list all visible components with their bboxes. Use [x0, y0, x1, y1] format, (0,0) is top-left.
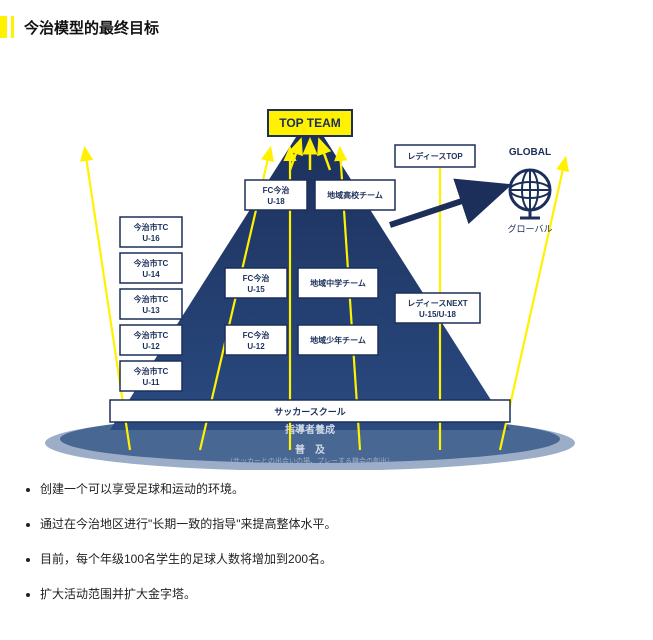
- bullet-item: 目前，每个年级100名学生的足球人数将增加到200名。: [40, 550, 623, 567]
- node-tc-u16-label2: U-16: [142, 234, 160, 243]
- node-fc-u18-label2: U-18: [267, 197, 285, 206]
- node-tc-u13-label2: U-13: [142, 306, 160, 315]
- node-ladies-top-label: レディースTOP: [407, 151, 463, 161]
- node-tc-u14-label2: U-14: [142, 270, 160, 279]
- node-top-team-label: TOP TEAM: [279, 116, 341, 130]
- node-fc-u15-label2: U-15: [247, 285, 265, 294]
- node-tc-u11-label2: U-11: [143, 378, 160, 387]
- bullet-item: 扩大活动范围并扩大金字塔。: [40, 585, 623, 602]
- node-ladies-next-label1: レディースNEXT: [407, 298, 467, 308]
- node-tc-u12-label2: U-12: [142, 342, 160, 351]
- band-spread-sub: （サッカーとの出会いの場、プレーする機会の創出）: [226, 456, 394, 465]
- node-tc-u13-label1: 今治市TC: [133, 294, 169, 304]
- node-soccer-school-label: サッカースクール: [274, 407, 346, 417]
- node-region-ms-label: 地域中学チーム: [310, 278, 366, 288]
- node-tc-u14-label1: 今治市TC: [133, 258, 169, 268]
- node-fc-u12-label2: U-12: [247, 342, 265, 351]
- global-label: GLOBAL: [509, 147, 551, 158]
- node-fc-u12-label1: FC今治: [243, 330, 270, 340]
- global-arrow: [390, 190, 495, 225]
- node-fc-u18-label1: FC今治: [263, 185, 290, 195]
- node-fc-u15-label1: FC今治: [243, 273, 270, 283]
- accent-bar: [0, 16, 7, 38]
- bullet-item: 通过在今治地区进行"长期一致的指导"来提高整体水平。: [40, 515, 623, 532]
- node-ladies-next-label2: U-15/U-18: [419, 310, 456, 319]
- node-tc-u11-label1: 今治市TC: [133, 366, 169, 376]
- bullet-item: 创建一个可以享受足球和运动的环境。: [40, 480, 623, 497]
- section-title: 今治模型的最终目标: [24, 17, 159, 38]
- bullet-list: 创建一个可以享受足球和运动的环境。通过在今治地区进行"长期一致的指导"来提高整体…: [0, 460, 653, 640]
- global-sublabel: グローバル: [508, 223, 553, 234]
- accent-bar-thin: [11, 16, 14, 38]
- node-region-yth-label: 地域少年チーム: [310, 335, 366, 345]
- section-header: 今治模型的最终目标: [0, 0, 653, 50]
- pyramid-diagram: 指導者養成普 及（サッカーとの出会いの場、プレーする機会の創出）サッカースクール…: [0, 50, 653, 460]
- band-spread: 普 及: [295, 443, 326, 456]
- node-tc-u12-label1: 今治市TC: [133, 330, 169, 340]
- node-tc-u16-label1: 今治市TC: [133, 222, 169, 232]
- node-region-hs-label: 地域高校チーム: [327, 190, 383, 200]
- band-instructors: 指導者養成: [285, 423, 335, 436]
